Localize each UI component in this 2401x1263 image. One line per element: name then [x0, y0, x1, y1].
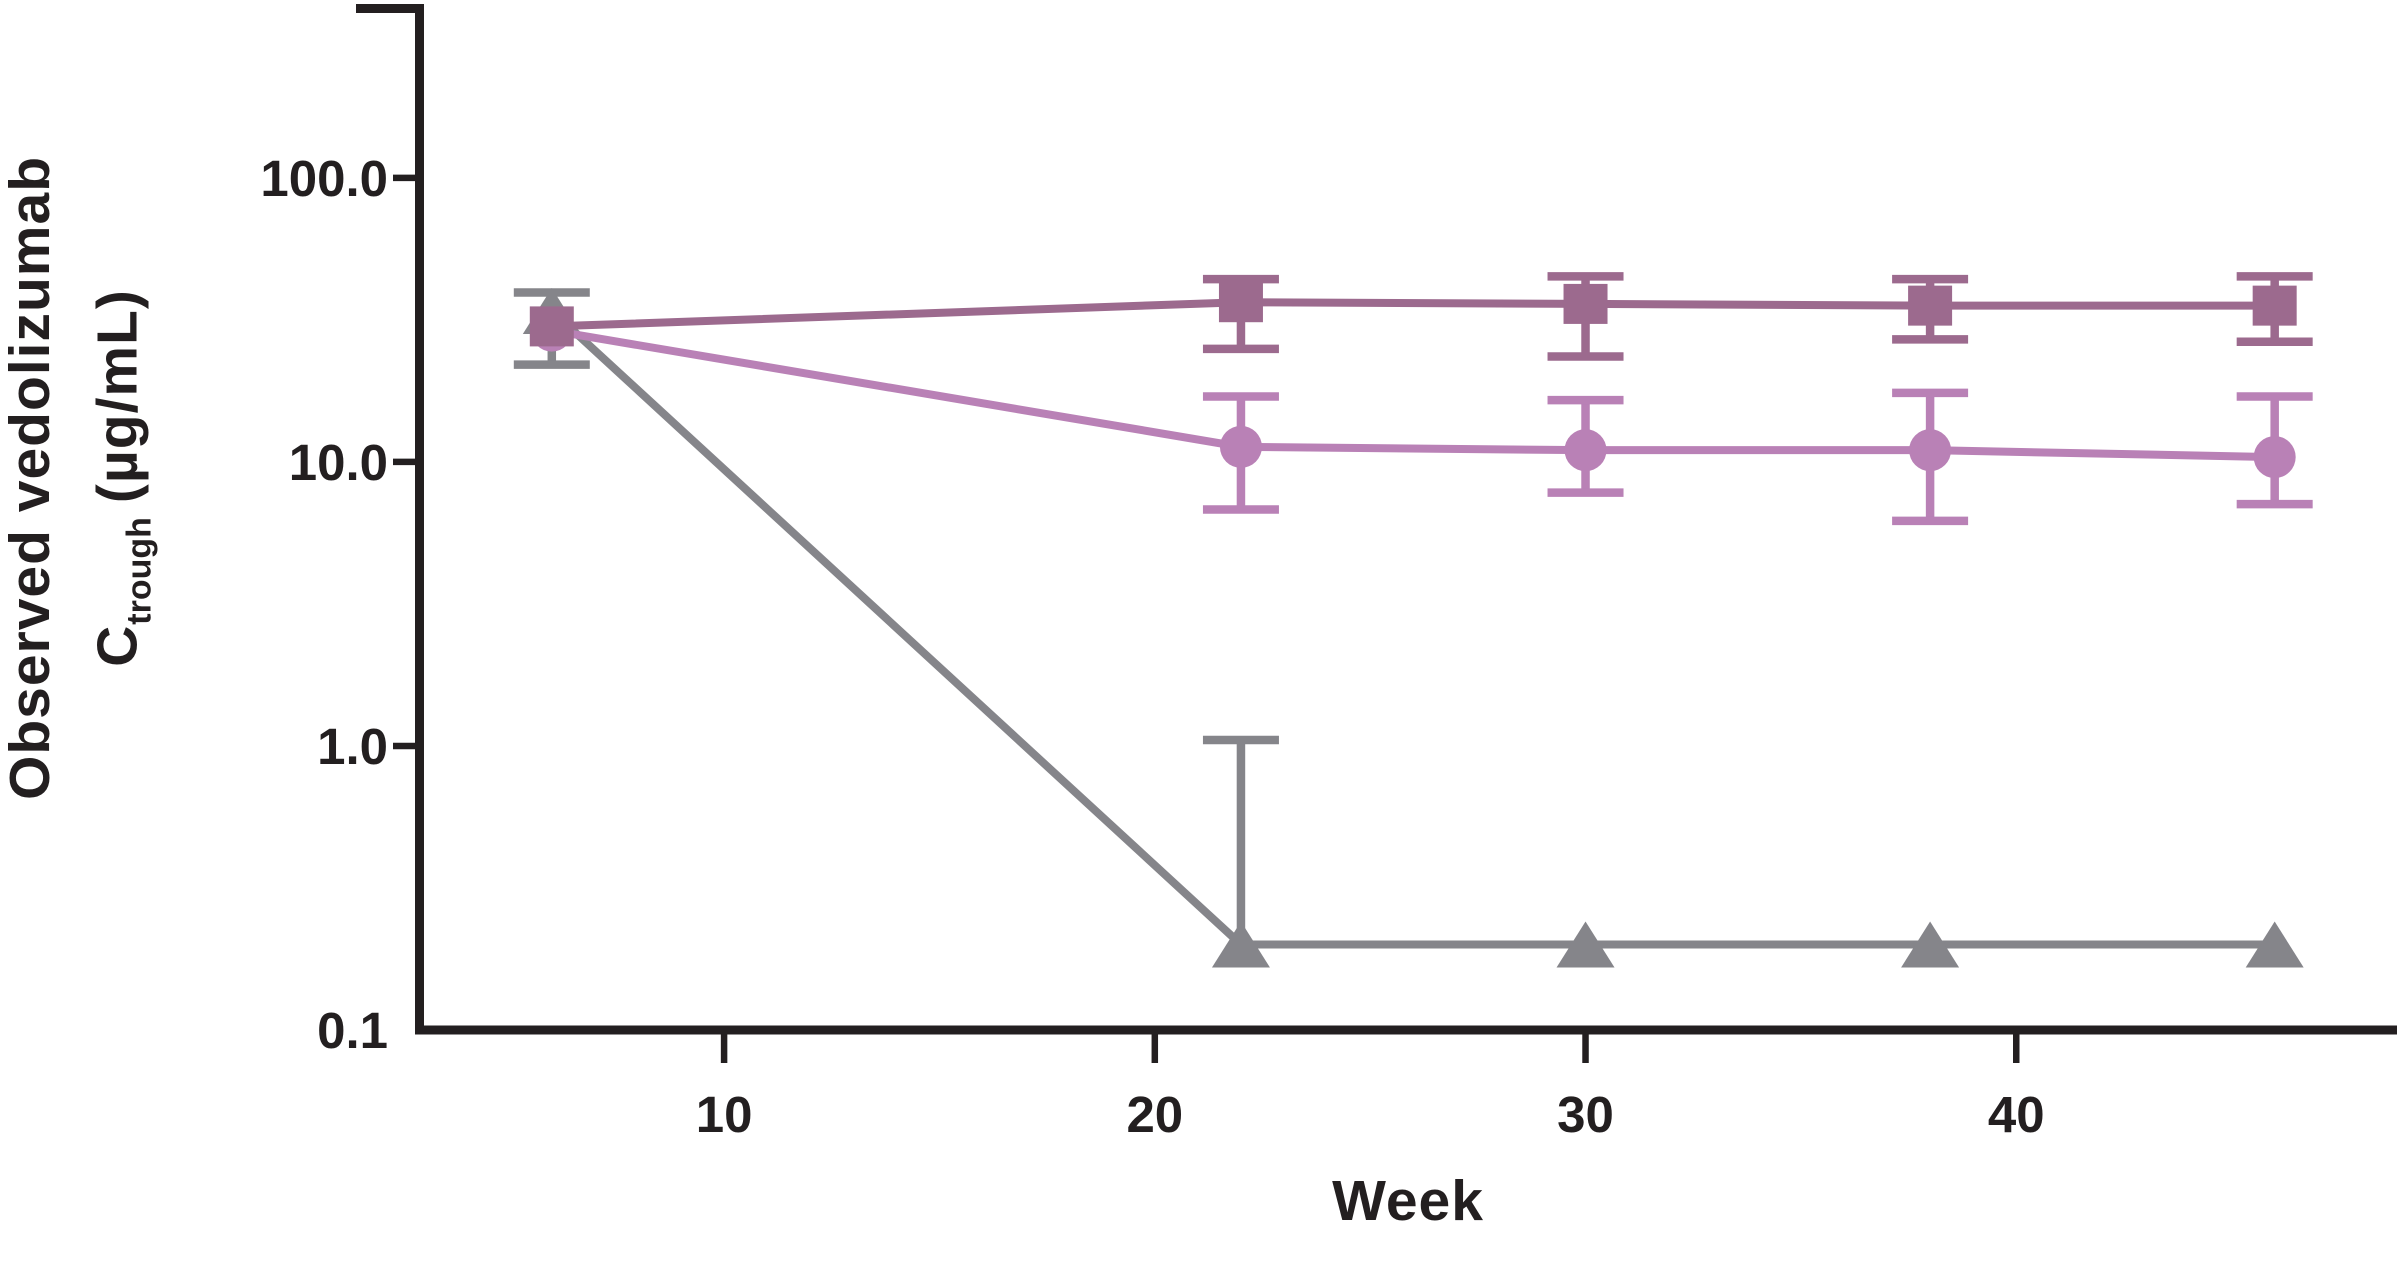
square-marker [1563, 283, 1608, 324]
circle-marker [1219, 425, 1262, 468]
y-axis-title-c: C [85, 624, 150, 667]
square-marker [529, 306, 574, 347]
square-series-line [551, 298, 2275, 331]
x-tick-label: 30 [1557, 1086, 1614, 1143]
y-axis-title-subscript: trough [120, 517, 159, 625]
triangle-series-line [549, 308, 2275, 949]
square-marker [1218, 282, 1263, 323]
triangle-marker [1901, 921, 1960, 968]
x-tick-label: 10 [696, 1086, 753, 1143]
y-axis-title-line1: Observed vedolizumab [0, 155, 62, 801]
x-tick-label: 20 [1126, 1086, 1183, 1143]
y-tick-label: 0.1 [317, 1002, 388, 1059]
square-marker [1908, 285, 1953, 326]
y-axis-title-line2: Ctrough (µg/mL) [85, 289, 160, 667]
y-axis-title-units: (µg/mL) [85, 289, 150, 504]
triangle-marker [1556, 921, 1615, 968]
square-marker [2252, 285, 2297, 326]
circle-marker [2253, 436, 2296, 479]
x-tick-label: 40 [1988, 1086, 2045, 1143]
circle-series-line [551, 326, 2275, 462]
y-tick-label: 100.0 [260, 150, 388, 207]
triangle-marker [1211, 921, 1270, 968]
circle-marker [1564, 429, 1607, 472]
y-tick-label: 10.0 [289, 434, 388, 491]
y-tick-label: 1.0 [317, 718, 388, 775]
triangle-marker [2245, 921, 2304, 968]
circle-marker [1909, 429, 1952, 472]
x-axis-title: Week [1332, 1169, 1484, 1233]
